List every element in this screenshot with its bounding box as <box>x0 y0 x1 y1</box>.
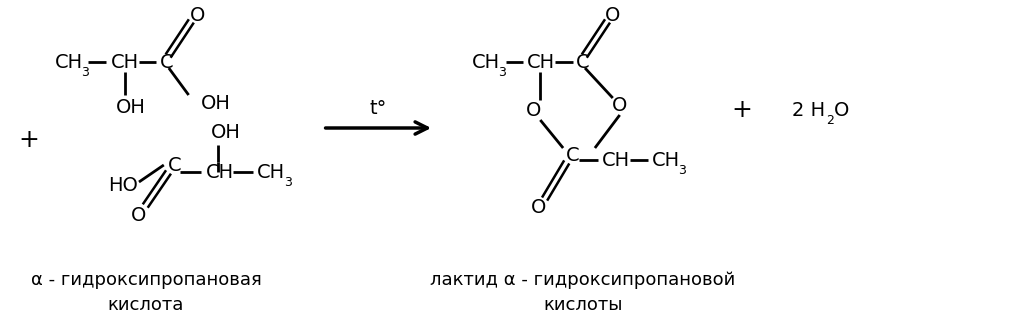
Text: 3: 3 <box>499 65 507 78</box>
Text: OH: OH <box>211 123 241 141</box>
Text: O: O <box>530 198 546 216</box>
Text: CH: CH <box>651 150 680 170</box>
Text: CH: CH <box>527 52 555 71</box>
Text: O: O <box>835 101 850 120</box>
Text: O: O <box>612 96 628 115</box>
Text: C: C <box>160 52 173 71</box>
Text: O: O <box>525 101 541 120</box>
Text: O: O <box>189 6 205 25</box>
Text: OH: OH <box>201 94 230 113</box>
Text: лактид α - гидроксипропановой: лактид α - гидроксипропановой <box>430 271 735 289</box>
Text: C: C <box>168 155 181 175</box>
Text: +: + <box>731 98 753 122</box>
Text: HO: HO <box>109 176 138 195</box>
Text: 3: 3 <box>284 176 292 189</box>
Text: кислоты: кислоты <box>543 296 623 314</box>
Text: CH: CH <box>54 52 83 71</box>
Text: CH: CH <box>257 162 286 182</box>
Text: кислота: кислота <box>108 296 184 314</box>
Text: CH: CH <box>206 162 233 182</box>
Text: CH: CH <box>112 52 139 71</box>
Text: C: C <box>566 145 580 164</box>
Text: C: C <box>577 52 590 71</box>
Text: CH: CH <box>602 150 630 170</box>
Text: OH: OH <box>116 98 146 117</box>
Text: 2: 2 <box>826 114 835 126</box>
Text: 2 H: 2 H <box>792 101 824 120</box>
Text: CH: CH <box>472 52 500 71</box>
Text: t°: t° <box>370 99 387 118</box>
Text: O: O <box>131 206 146 224</box>
Text: α - гидроксипропановая: α - гидроксипропановая <box>31 271 261 289</box>
Text: 3: 3 <box>81 65 89 78</box>
Text: +: + <box>18 128 39 152</box>
Text: 3: 3 <box>678 163 686 177</box>
Text: O: O <box>605 6 621 25</box>
